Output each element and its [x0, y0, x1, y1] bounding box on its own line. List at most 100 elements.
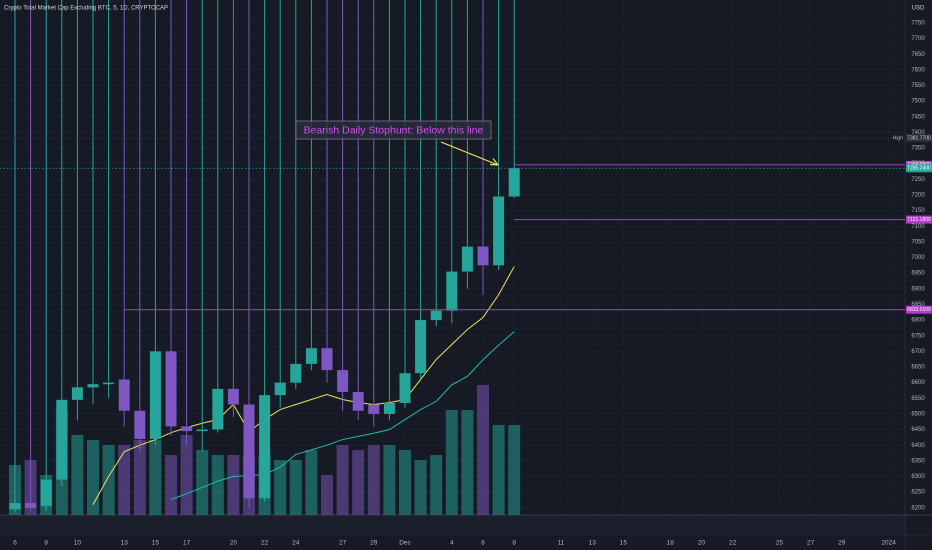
annotation-arrow	[440, 141, 499, 166]
y-tick-label: 6900	[911, 286, 925, 292]
candle-body	[243, 404, 255, 499]
x-tick-label: 20	[698, 540, 706, 547]
y-tick-label: 6250	[911, 490, 925, 496]
candle-body	[134, 410, 146, 439]
candle-body	[461, 246, 473, 272]
volume-bar	[196, 450, 209, 515]
candle-body	[71, 387, 83, 400]
volume-bar	[461, 410, 474, 515]
x-tick-label: 2024	[881, 540, 896, 547]
last-price-tag	[906, 164, 932, 173]
currency: USD	[912, 6, 925, 12]
candle-body	[87, 384, 99, 388]
x-tick-label: 22	[261, 540, 269, 547]
candle-body	[56, 399, 68, 480]
candle-body	[149, 351, 161, 439]
candle-body	[368, 404, 380, 414]
candle-body	[446, 271, 458, 311]
volume-bar	[430, 455, 443, 515]
level-tag-label: 7121.1800	[907, 217, 931, 223]
y-tick-label: 7450	[911, 114, 925, 120]
level-tag-label: 6833.0100	[907, 307, 931, 313]
x-tick-label: 4	[450, 540, 454, 547]
y-tick-label: 7550	[911, 83, 925, 89]
y-tick-label: 6850	[911, 302, 925, 308]
volume-bar	[133, 440, 146, 515]
candle-body	[493, 196, 505, 266]
x-tick-label: 25	[776, 540, 784, 547]
y-tick-label: 7500	[911, 99, 925, 105]
moving-average	[92, 266, 515, 505]
volume-bar	[352, 450, 365, 515]
candle-body	[259, 395, 271, 499]
candle-body	[399, 373, 411, 403]
y-tick-label: 7700	[911, 36, 925, 42]
y-tick-label: 7600	[911, 67, 925, 73]
candle-body	[305, 348, 317, 364]
candle-body	[227, 388, 239, 405]
high-tag-label: 7381.7700	[907, 135, 931, 141]
volume-bar	[477, 385, 489, 515]
candle-body	[477, 246, 489, 266]
candle-body	[383, 402, 395, 414]
volume-bar	[508, 425, 521, 515]
x-tick-label: 10	[74, 540, 82, 547]
volume-bar	[414, 460, 427, 515]
y-tick-label: 7200	[911, 193, 925, 199]
volume-bar	[336, 445, 349, 515]
y-tick-label: 6200	[911, 505, 925, 511]
candle-body	[352, 392, 364, 411]
candle-body	[103, 382, 115, 385]
y-tick-label: 7250	[911, 177, 925, 183]
candle-body	[196, 429, 208, 432]
x-tick-label: 18	[667, 540, 675, 547]
x-tick-label: 15	[152, 540, 160, 547]
y-tick-label: 7100	[911, 224, 925, 230]
volume-bar	[102, 445, 115, 515]
x-tick-label: Dec	[399, 540, 411, 547]
x-tick-label: 29	[838, 540, 846, 547]
annotation: Bearish Daily Stophunt: Below this line	[304, 124, 484, 136]
candle-body	[212, 388, 224, 430]
annotation-box	[295, 120, 492, 140]
last-price-label: 7285.2400	[907, 166, 931, 172]
y-tick-label: 7350	[911, 146, 925, 152]
volume-bar	[305, 450, 318, 515]
volume-bar	[149, 440, 162, 515]
candle-body	[415, 320, 427, 374]
x-tick-label: 17	[183, 540, 191, 547]
x-tick-label: 22	[729, 540, 737, 547]
x-tick-label: 15	[620, 540, 628, 547]
candle-body	[181, 426, 193, 432]
y-tick-label: 6650	[911, 365, 925, 371]
candle-body	[165, 351, 177, 427]
x-tick-label: 29	[370, 540, 378, 547]
level-tag	[906, 305, 932, 314]
volume-bar	[274, 460, 287, 515]
y-tick-label: 6300	[911, 474, 925, 480]
x-tick-label: 11	[558, 540, 565, 547]
y-tick-label: 6700	[911, 349, 925, 355]
candle-body	[118, 379, 130, 411]
y-tick-label: 6600	[911, 380, 925, 386]
x-tick-label: 6	[481, 540, 485, 547]
moving-average	[170, 331, 515, 501]
volume-bar	[87, 440, 99, 515]
volume-bar	[289, 460, 302, 515]
y-tick-label: 7000	[911, 255, 925, 261]
volume-bar	[492, 425, 505, 515]
volume-bar	[227, 455, 240, 515]
x-tick-label: 13	[589, 540, 597, 547]
high-name: High	[893, 135, 904, 141]
volume-bar	[383, 445, 396, 515]
y-tick-label: 6550	[911, 396, 925, 402]
chart-title: Crypto Total Market Cap Excluding BTC, 5…	[4, 6, 168, 12]
x-tick-label: 13	[121, 540, 129, 547]
candle-body	[9, 503, 21, 510]
y-tick-label: 6800	[911, 318, 925, 324]
candle-body	[321, 348, 333, 371]
candle-body	[430, 310, 442, 321]
y-tick-label: 7400	[911, 130, 925, 136]
high-tag	[906, 134, 932, 143]
